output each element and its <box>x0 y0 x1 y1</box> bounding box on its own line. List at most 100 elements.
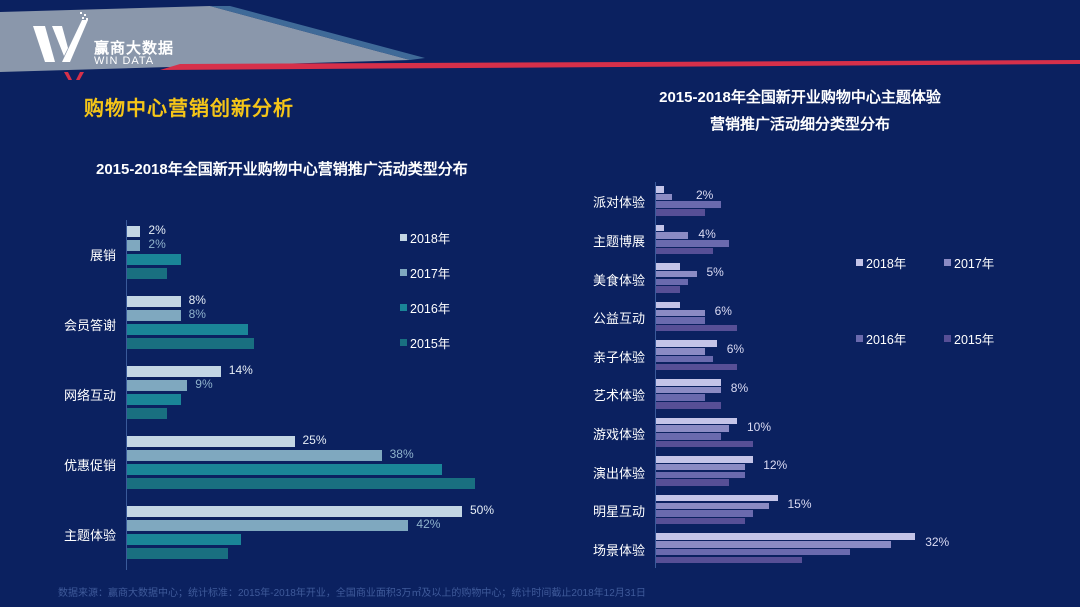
value-label: 10% <box>747 419 772 434</box>
legend-item-2018年: 2018年 <box>400 228 450 247</box>
bar-2015年 <box>656 556 802 563</box>
right-chart-title-line2: 营销推广活动细分类型分布 <box>709 116 890 133</box>
legend-label: 2017年 <box>954 257 995 271</box>
category-label: 展销 <box>89 248 116 263</box>
bar-2018年 <box>656 494 778 502</box>
bar-2015年 <box>656 479 729 486</box>
bar-2016年 <box>656 240 729 247</box>
bar-2017年 <box>656 425 729 432</box>
bar-2016年 <box>656 317 705 324</box>
right-chart-title: 2015-2018年全国新开业购物中心主题体验 营销推广活动细分类型分布 <box>600 84 1000 138</box>
value-label: 14% <box>228 363 253 377</box>
bar-2018年 <box>656 379 721 386</box>
bar-2018年 <box>656 186 665 193</box>
category-label: 艺术体验 <box>592 388 645 404</box>
page-title: 购物中心营销创新分析 <box>84 98 294 120</box>
value-label: 5% <box>706 265 724 280</box>
win-data-logo-icon <box>33 12 88 62</box>
bar-2017年 <box>127 310 181 321</box>
bar-2016年 <box>656 433 721 440</box>
legend-label: 2015年 <box>954 333 995 347</box>
left-chart-title: 2015-2018年全国新开业购物中心营销推广活动类型分布 <box>96 161 468 178</box>
value-label: 6% <box>714 303 732 318</box>
category-label: 主题体验 <box>63 528 116 543</box>
bar-2015年 <box>656 402 721 409</box>
value-label: 8% <box>188 307 206 321</box>
legend-swatch <box>856 259 863 266</box>
legend-item-2017年: 2017年 <box>944 253 994 272</box>
bar-2018年 <box>656 533 916 540</box>
bar-2016年 <box>656 471 746 479</box>
bar-2017年 <box>656 348 705 355</box>
value-label: 32% <box>925 535 950 550</box>
value-label: 25% <box>302 433 327 447</box>
legend-label: 2018年 <box>410 232 451 246</box>
category-label: 亲子体验 <box>592 349 645 365</box>
bar-2015年 <box>656 517 746 525</box>
legend-label: 2016年 <box>866 333 907 347</box>
category-label: 游戏体验 <box>592 427 645 442</box>
bar-2016年 <box>127 324 248 335</box>
bar-2016年 <box>656 510 754 517</box>
value-label: 15% <box>787 496 812 511</box>
value-label: 4% <box>698 226 716 241</box>
bar-2015年 <box>127 338 255 349</box>
category-label: 场景体验 <box>592 542 645 558</box>
bar-2017年 <box>656 309 705 316</box>
legend-item-2016年: 2016年 <box>400 298 450 317</box>
legend-label: 2018年 <box>866 257 907 271</box>
value-label: 2% <box>696 188 714 202</box>
right-chart-title-line1: 2015-2018年全国新开业购物中心主题体验 <box>659 89 941 106</box>
legend-item-2018年: 2018年 <box>856 253 906 272</box>
bar-2017年 <box>656 270 697 278</box>
category-label: 优惠促销 <box>63 458 116 473</box>
bar-2016年 <box>656 278 689 286</box>
bar-2017年 <box>127 520 409 531</box>
bar-2018年 <box>656 340 717 347</box>
bar-2015年 <box>656 363 737 370</box>
bar-2017年 <box>656 232 689 239</box>
bar-2015年 <box>127 268 168 279</box>
value-label: 8% <box>188 293 206 307</box>
y-axis-line <box>126 220 127 570</box>
bar-2017年 <box>127 450 382 461</box>
legend-swatch <box>944 335 951 342</box>
value-label: 9% <box>195 377 213 391</box>
bar-2015年 <box>656 440 754 448</box>
bar-2016年 <box>656 548 851 556</box>
bar-2017年 <box>127 380 188 391</box>
value-label: 12% <box>763 458 788 473</box>
legend-label: 2017年 <box>410 267 451 281</box>
bar-2015年 <box>656 286 681 293</box>
bar-2015年 <box>127 408 168 419</box>
value-label: 2% <box>148 223 166 237</box>
bar-2018年 <box>656 224 665 232</box>
bar-2018年 <box>127 226 141 237</box>
legend-item-2016年: 2016年 <box>856 329 906 348</box>
category-label: 主题博展 <box>592 234 645 249</box>
legend-swatch <box>944 259 951 266</box>
bar-2018年 <box>656 263 681 270</box>
bar-2017年 <box>656 386 721 394</box>
bar-2018年 <box>127 296 181 307</box>
legend-swatch <box>400 234 407 241</box>
bar-2015年 <box>127 548 228 559</box>
bar-2016年 <box>127 394 181 405</box>
bar-2018年 <box>656 301 681 309</box>
bar-2015年 <box>127 478 476 489</box>
legend-item-2015年: 2015年 <box>400 333 450 352</box>
value-label: 50% <box>470 503 495 517</box>
bar-2017年 <box>656 193 673 201</box>
category-label: 会员答谢 <box>63 318 116 333</box>
bar-2015年 <box>656 324 737 332</box>
bar-2016年 <box>656 201 721 208</box>
logo-chinese-name: 赢商大数据 <box>94 40 175 57</box>
legend-item-2015年: 2015年 <box>944 329 994 348</box>
legend-swatch <box>400 269 407 276</box>
category-label: 派对体验 <box>592 195 645 211</box>
legend-item-2017年: 2017年 <box>400 263 450 282</box>
category-label: 明星互动 <box>592 504 645 520</box>
legend-label: 2016年 <box>410 302 451 316</box>
bar-2015年 <box>656 247 713 255</box>
bar-2016年 <box>656 355 713 363</box>
